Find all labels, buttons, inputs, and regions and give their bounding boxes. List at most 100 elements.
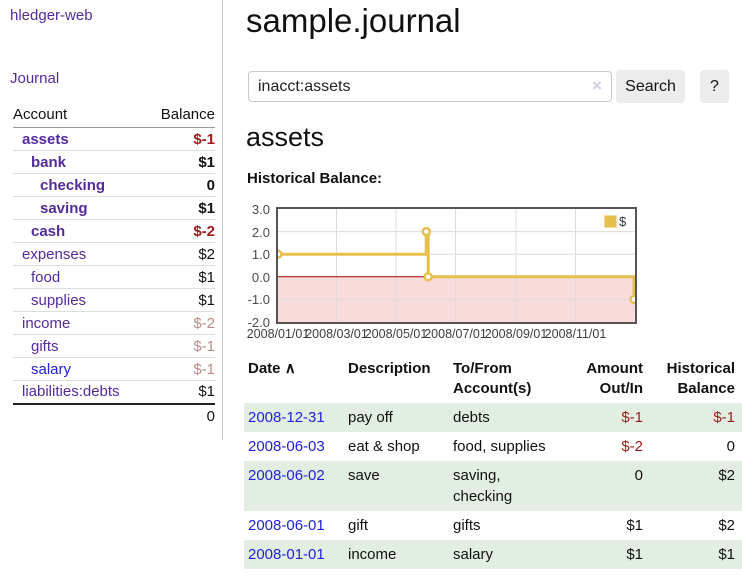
transaction-balance: $1 — [718, 546, 735, 563]
accounts-total-row: 0 — [13, 402, 215, 428]
search-input[interactable] — [248, 71, 612, 102]
transaction-description: gift — [348, 517, 369, 534]
transaction-date-link[interactable]: 2008-06-02 — [248, 467, 325, 484]
column-header-accounts: To/From Account(s) — [453, 360, 532, 397]
account-link[interactable]: saving — [40, 199, 88, 217]
legend-swatch-icon — [604, 215, 617, 228]
column-header-description: Description — [348, 360, 431, 377]
account-row: expenses $2 — [13, 242, 215, 266]
account-row: salary $-1 — [13, 357, 215, 381]
transactions-table: Date ∧ Description To/From Account(s) Am… — [244, 357, 742, 569]
account-balance: $-2 — [146, 219, 215, 243]
clear-search-icon[interactable]: × — [592, 76, 602, 95]
column-header-date[interactable]: Date ∧ — [248, 360, 296, 377]
account-row: bank $1 — [13, 150, 215, 174]
account-row: income $-2 — [13, 311, 215, 335]
table-row[interactable]: 2008-12-31 pay off debts $-1 $-1 — [244, 403, 742, 432]
account-row: saving $1 — [13, 196, 215, 220]
accounts-header-account: Account — [13, 104, 147, 128]
y-axis-tick: 0.0 — [251, 269, 270, 285]
account-balance: $-1 — [146, 334, 215, 358]
search-button[interactable]: Search — [616, 70, 685, 103]
transaction-date-link[interactable]: 2008-06-03 — [248, 438, 325, 455]
account-balance: $1 — [146, 196, 215, 220]
transaction-accounts: salary — [453, 546, 494, 563]
transaction-accounts: debts — [453, 409, 490, 426]
column-header-amount: Amount Out/In — [586, 360, 643, 397]
table-row[interactable]: 2008-06-01 gift gifts $1 $2 — [244, 511, 742, 540]
table-row[interactable]: 2008-06-03 eat & shop food, supplies $-2 0 — [244, 432, 742, 461]
x-axis-tick: 2008/05/01 — [364, 327, 428, 341]
accounts-table-header: Account Balance — [13, 104, 215, 128]
transaction-description: income — [348, 546, 397, 563]
transaction-date-link[interactable]: 2008-01-01 — [248, 546, 325, 563]
sidebar-item-journal[interactable]: Journal — [10, 70, 60, 87]
transaction-balance: $2 — [718, 467, 735, 484]
accounts-header-balance: Balance — [146, 104, 215, 128]
account-link[interactable]: income — [22, 314, 71, 332]
account-link[interactable]: salary — [31, 360, 72, 378]
table-row[interactable]: 2008-01-01 income salary $1 $1 — [244, 540, 742, 569]
account-link[interactable]: liabilities:debts — [22, 383, 120, 401]
account-row: liabilities:debts $1 — [13, 380, 215, 404]
account-balance: $2 — [146, 242, 215, 266]
chart-title: Historical Balance: — [247, 170, 383, 187]
account-balance: $1 — [146, 265, 215, 289]
sort-ascending-icon: ∧ — [284, 360, 296, 377]
transaction-date-link[interactable]: 2008-06-01 — [248, 517, 325, 534]
account-link[interactable]: cash — [31, 222, 66, 240]
transaction-accounts: saving, checking — [453, 467, 513, 505]
accounts-total-value: 0 — [146, 402, 215, 428]
account-row: checking 0 — [13, 173, 215, 197]
transaction-amount: $1 — [626, 517, 643, 534]
account-balance: $1 — [146, 288, 215, 312]
transaction-amount: $-2 — [621, 438, 643, 455]
account-link[interactable]: checking — [40, 176, 106, 194]
x-axis-tick: 2008/03/01 — [305, 327, 368, 341]
account-balance: $-1 — [146, 127, 215, 151]
account-link[interactable]: supplies — [31, 291, 87, 309]
legend-label: $ — [619, 214, 627, 229]
transaction-description: save — [348, 467, 380, 484]
y-axis-tick: 3.0 — [251, 202, 270, 217]
transaction-balance: $-1 — [713, 409, 735, 426]
table-row[interactable]: 2008-06-02 save saving, checking 0 $2 — [244, 461, 742, 511]
accounts-table: Account Balance assets $-1 bank $1 checking 0… — [13, 104, 215, 428]
account-link[interactable]: gifts — [31, 337, 59, 355]
y-axis-tick: 2.0 — [251, 224, 270, 240]
help-button[interactable]: ? — [700, 70, 729, 103]
balance-chart-canvas — [278, 209, 635, 322]
app-title-link[interactable]: hledger-web — [10, 7, 93, 24]
transaction-date-link[interactable]: 2008-12-31 — [248, 409, 325, 426]
account-heading: assets — [246, 122, 325, 152]
transaction-balance: $2 — [718, 517, 735, 534]
account-link[interactable]: expenses — [22, 245, 87, 263]
account-balance: $1 — [146, 150, 215, 174]
account-link[interactable]: bank — [31, 153, 67, 171]
transaction-amount: $-1 — [621, 409, 643, 426]
page-title: sample.journal — [246, 2, 461, 39]
transaction-description: pay off — [348, 409, 393, 426]
account-balance: $-1 — [146, 357, 215, 381]
y-axis-tick: -1.0 — [247, 292, 270, 308]
account-balance: 0 — [146, 173, 215, 197]
transactions-header-row: Date ∧ Description To/From Account(s) Am… — [244, 357, 742, 403]
transaction-amount: 0 — [634, 467, 643, 484]
account-link[interactable]: food — [31, 268, 61, 286]
transaction-description: eat & shop — [348, 438, 420, 455]
account-row: gifts $-1 — [13, 334, 215, 358]
x-axis-tick: 2008/01/01 — [246, 327, 310, 341]
transaction-amount: $1 — [626, 546, 643, 563]
account-link[interactable]: assets — [22, 130, 69, 148]
transaction-accounts: food, supplies — [453, 438, 546, 455]
balance-chart — [276, 207, 637, 324]
account-row: supplies $1 — [13, 288, 215, 312]
column-header-balance: Historical Balance — [666, 360, 735, 397]
account-row: assets $-1 — [13, 127, 215, 151]
sidebar-divider — [222, 0, 223, 440]
x-axis-tick: 2008/11/01 — [544, 327, 607, 341]
y-axis-tick: -2.0 — [247, 315, 270, 330]
account-balance: $1 — [146, 380, 215, 404]
x-axis-tick: 2008/07/01 — [424, 327, 487, 341]
